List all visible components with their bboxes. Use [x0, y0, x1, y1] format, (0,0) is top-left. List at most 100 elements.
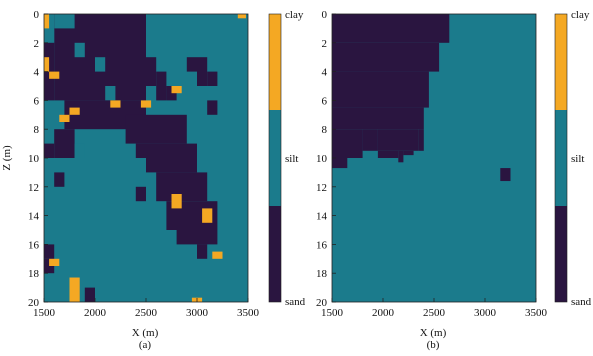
panel-b: 1500 2000 2500 3000 3500 0 2 4 6 8 10 12 14 16 18 20 X…: [316, 9, 592, 351]
x-tick-label: 1500: [33, 307, 56, 319]
heatmap-cell-sand: [332, 107, 424, 130]
y-tick-label: 8: [322, 124, 328, 136]
caption-a: (a): [139, 339, 152, 351]
y-tick-label: 0: [34, 9, 40, 21]
heatmap-cell-silt: [74, 42, 85, 58]
heatmap-cell-sand: [332, 71, 429, 108]
caption-b: (b): [427, 339, 440, 351]
colorbar-label-sand: sand: [571, 296, 592, 308]
colorbar-label-clay: clay: [285, 9, 304, 21]
heatmap-cell-silt: [54, 14, 75, 29]
heatmap-cell-sand: [146, 143, 197, 173]
heatmap-cell-sand: [500, 168, 511, 182]
heatmap-cell-sand: [54, 129, 75, 158]
heatmap-cell-sand: [332, 158, 348, 169]
colorbar-frame: [268, 13, 282, 303]
heatmap-b-cells: [332, 14, 536, 302]
heatmap-cell-sand: [207, 71, 218, 86]
heatmap-cell-sand: [135, 186, 146, 202]
heatmap-cell-sand: [84, 287, 95, 302]
heatmap-cell-clay: [237, 14, 246, 19]
heatmap-cell-clay: [140, 100, 152, 108]
heatmap-cell-clay: [212, 251, 223, 259]
y-tick-label: 20: [28, 297, 40, 309]
y-tick-label: 10: [28, 153, 40, 165]
y-tick-label: 14: [28, 211, 40, 223]
y-tick-label: 8: [34, 124, 40, 136]
y-tick-label: 10: [316, 153, 328, 165]
heatmap-cell-clay: [44, 14, 50, 29]
x-tick-label: 2500: [423, 307, 446, 319]
x-tick-label: 1500: [321, 307, 344, 319]
heatmap-cell-clay: [49, 258, 60, 266]
heatmap-cell-sand: [197, 57, 208, 86]
x-tick-label: 2500: [135, 307, 158, 319]
y-tick-label: 6: [322, 95, 328, 107]
y-tick-label: 14: [316, 211, 328, 223]
y-axis-label-a: Z (m): [1, 145, 13, 171]
heatmap-a-cells: [44, 14, 248, 302]
heatmap-cell-clay: [69, 107, 80, 115]
heatmap-cell-sand: [403, 150, 414, 156]
heatmap-cell-clay: [69, 277, 80, 302]
y-ticks-a: 0 2 4 6 8 10 12 14 16 18 20: [28, 9, 48, 309]
y-tick-label: 2: [322, 38, 328, 50]
panel-a: 1500 2000 2500 3000 3500 0 2 4 6 8 10 12 14 16 18 20 X…: [1, 9, 306, 351]
heatmap-cell-clay: [202, 208, 213, 223]
y-tick-label: 6: [34, 95, 40, 107]
heatmap-cell-clay: [110, 100, 121, 108]
colorbar-label-silt: silt: [571, 153, 584, 165]
heatmap-cell-clay: [59, 114, 70, 122]
heatmap-cell-sand: [135, 143, 146, 158]
heatmap-cell-sand: [398, 150, 404, 163]
colorbar-label-clay: clay: [571, 9, 590, 21]
y-tick-label: 0: [322, 9, 328, 21]
heatmap-cell-sand: [332, 42, 440, 72]
y-tick-label: 20: [316, 297, 328, 309]
x-ticks-b: 1500 2000 2500 3000 3500: [321, 298, 548, 319]
x-tick-label: 2000: [84, 307, 107, 319]
colorbar-b: clay silt sand: [554, 9, 592, 308]
y-tick-label: 16: [28, 239, 40, 251]
heatmap-cell-silt: [95, 57, 106, 72]
y-tick-label: 18: [316, 268, 328, 280]
x-tick-label: 2000: [372, 307, 395, 319]
x-tick-label: 3000: [474, 307, 497, 319]
heatmap-cell-sand: [377, 150, 399, 158]
heatmap-cell-sand: [176, 230, 218, 245]
heatmap-cell-sand: [186, 57, 197, 72]
y-tick-label: 4: [322, 67, 328, 79]
heatmap-cell-sand: [207, 100, 218, 115]
heatmap-cell-clay: [49, 71, 60, 79]
colorbar-segment-silt: [555, 110, 567, 206]
heatmap-cell-silt: [74, 143, 85, 158]
heatmap-cell-sand: [377, 129, 419, 151]
colorbar-segment-sand: [555, 206, 567, 302]
heatmap-cell-silt: [105, 86, 116, 101]
y-tick-label: 2: [34, 38, 40, 50]
x-tick-label: 3500: [237, 307, 260, 319]
heatmap-cell-sand: [44, 244, 55, 259]
colorbar-frame: [554, 13, 568, 303]
heatmap-cell-sand: [54, 172, 65, 187]
x-axis-label-a: X (m): [132, 327, 159, 339]
heatmap-cell-sand: [44, 143, 55, 158]
heatmap-cell-sand: [332, 129, 363, 158]
x-tick-label: 3500: [525, 307, 548, 319]
heatmap-cell-clay: [44, 57, 50, 72]
x-axis-label-b: X (m): [420, 327, 447, 339]
y-tick-label: 12: [316, 182, 327, 194]
x-tick-label: 3000: [186, 307, 209, 319]
heatmap-cell-sand: [156, 71, 167, 101]
heatmap-cell-sand: [418, 129, 424, 151]
colorbar-segment-clay: [555, 14, 567, 110]
colorbar-segment-sand: [269, 206, 281, 302]
colorbar-label-sand: sand: [285, 296, 306, 308]
heatmap-cell-silt: [44, 28, 55, 43]
y-tick-label: 12: [28, 182, 39, 194]
heatmap-cell-sand: [362, 129, 378, 151]
heatmap-cell-sand: [146, 57, 157, 86]
heatmap-cell-sand: [125, 114, 187, 144]
y-ticks-b: 0 2 4 6 8 10 12 14 16 18 20: [316, 9, 336, 309]
